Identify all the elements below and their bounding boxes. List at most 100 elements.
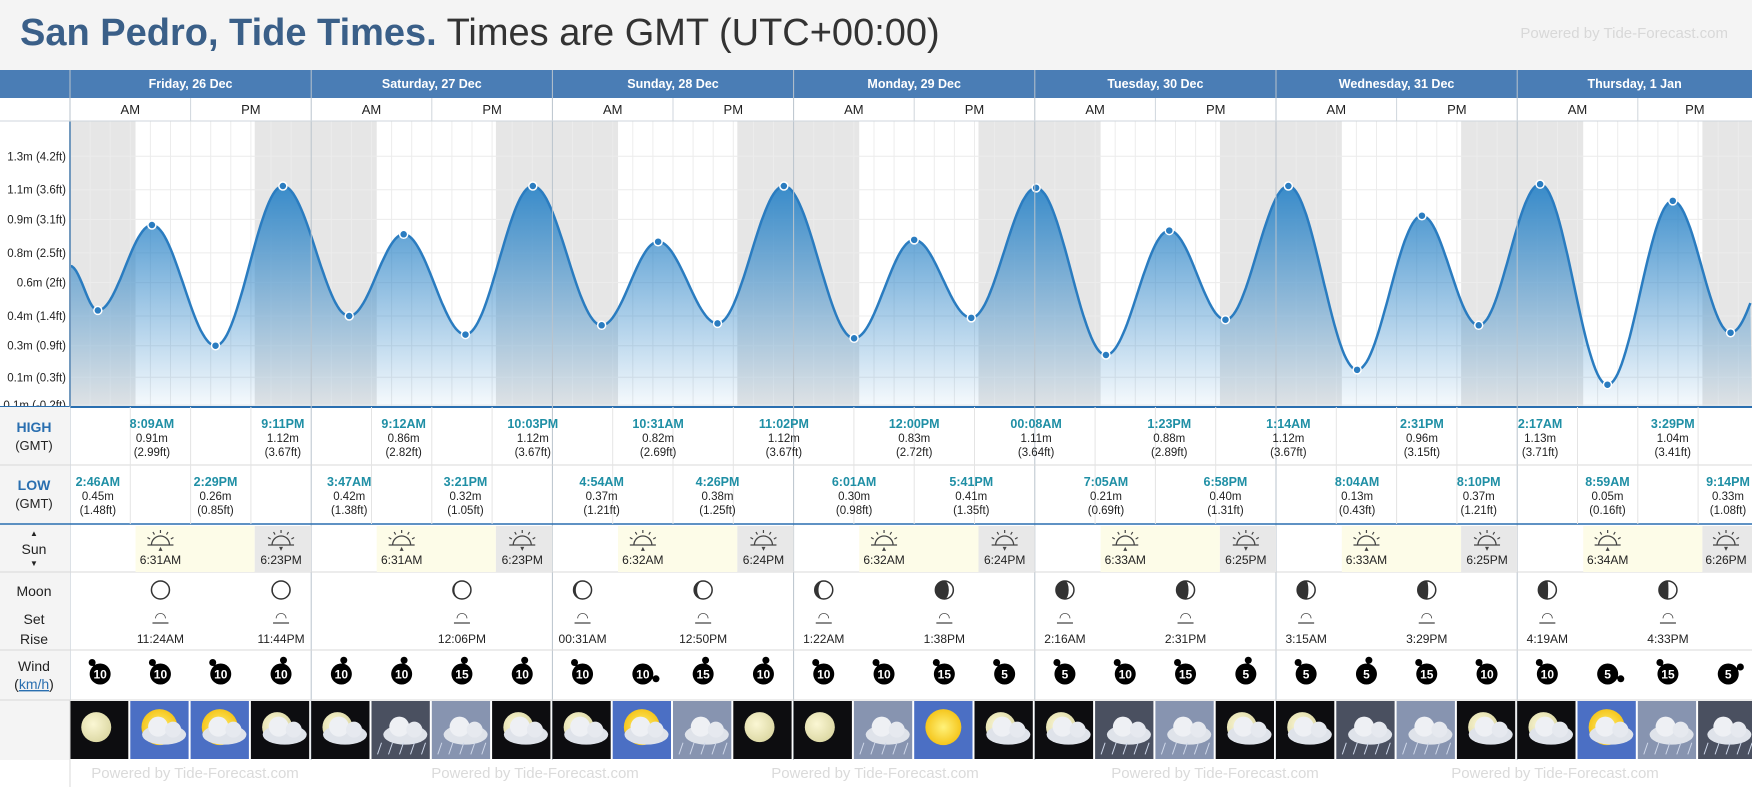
wind-indicator: 10 [209, 659, 232, 685]
wind-badge [1476, 663, 1498, 685]
low-tide-meters: 0.37m [1463, 491, 1495, 503]
am-label: AM [1568, 102, 1588, 117]
moonset-time: 11:24AM [137, 632, 184, 646]
wind-speed: 15 [1179, 668, 1193, 682]
low-tide-time: 8:59AM [1585, 475, 1629, 489]
low-tide-feet: (1.35ft) [953, 505, 990, 517]
sun-ray [527, 531, 531, 535]
weather-cloud-puff [1474, 716, 1495, 737]
tide-area [70, 184, 1752, 407]
moonset-time: 4:19AM [1527, 632, 1568, 646]
evening-band [1461, 526, 1518, 572]
high-tide-meters: 1.12m [267, 433, 299, 445]
high-tide-meters: 1.12m [768, 433, 800, 445]
tide-point [1283, 181, 1294, 191]
wind-indicator: 15 [932, 659, 955, 685]
sun-row: ▴6:31AM▾6:23PM▴6:31AM▾6:23PM▴6:32AM▾6:24… [135, 526, 1752, 572]
weather-rain-drop [859, 742, 865, 755]
wind-speed: 5 [1243, 668, 1250, 682]
wind-badge [752, 663, 774, 685]
low-tide-meters: 0.38m [702, 491, 734, 503]
wind-badge [511, 663, 533, 685]
clear-night-icon [70, 701, 129, 759]
high-tide-time: 3:29PM [1651, 417, 1695, 431]
low-tide-meters: 0.41m [955, 491, 987, 503]
wind-indicator: 10 [88, 659, 111, 685]
sun-ray [1232, 536, 1236, 540]
sun-direction-icon: ▾ [279, 544, 283, 553]
wind-indicator: 15 [1174, 659, 1197, 685]
sun-arc [1356, 535, 1377, 546]
partly-cloudy-night-icon [311, 701, 370, 759]
wind-indicator: 10 [872, 659, 895, 685]
weather-rain-drop [1725, 742, 1731, 755]
high-gmt-label: (GMT) [15, 438, 53, 453]
moon-label: Moon [16, 583, 51, 599]
wind-arrow-head [1113, 659, 1121, 667]
wind-unit-link[interactable]: km/h [19, 676, 49, 692]
weather-cloud-puff [587, 721, 604, 738]
wind-badge [1235, 663, 1257, 685]
wind-speed: 15 [696, 668, 710, 682]
sun-direction-icon: ▴ [641, 544, 645, 553]
wind-indicator: 10 [632, 663, 660, 685]
weather-cloud-puff [707, 721, 724, 738]
moon-shadow [935, 581, 949, 599]
wind-indicator: 10 [752, 656, 774, 685]
wind-badge [1597, 663, 1619, 685]
rain-day-icon [673, 701, 732, 759]
moonset-time: 11:44PM [257, 632, 304, 646]
weather-rain-drop [870, 742, 876, 755]
wind-badge [1175, 663, 1197, 685]
rain-day-icon [1396, 701, 1455, 759]
weather-rain-drop [711, 742, 717, 755]
wind-speed: 5 [1001, 668, 1008, 682]
weather-rain-drop [1703, 742, 1709, 755]
low-tide-feet: (0.16ft) [1589, 505, 1626, 517]
sun-ray [1111, 536, 1116, 540]
sun-direction-icon: ▴ [158, 544, 162, 553]
wind-indicator: 5 [1597, 663, 1625, 685]
low-tide-meters: 0.05m [1591, 491, 1623, 503]
weather-cloud-puff [690, 716, 711, 737]
sun-ray [147, 536, 151, 540]
low-tide-time: 5:41PM [949, 475, 993, 489]
tide-point [1473, 320, 1484, 331]
wind-speed: 5 [1062, 668, 1069, 682]
wind-badge [873, 663, 895, 685]
sunrise-icon: ▴ [147, 530, 174, 553]
wind-speed: 10 [817, 668, 831, 682]
sun-direction-icon: ▾ [1244, 544, 1248, 553]
rain-night-icon [1336, 701, 1395, 759]
tide-point [398, 229, 409, 240]
moon-phase-icon [814, 580, 834, 600]
wind-arrow-head [1244, 656, 1252, 664]
moon-phase-icon [271, 580, 291, 600]
wind-arrow-head [1617, 675, 1625, 683]
weather-moon [81, 712, 112, 743]
wind-arrow-head [400, 656, 408, 664]
sunset-time: 6:23PM [260, 553, 301, 567]
weather-cloud-puff [268, 716, 289, 737]
moonset-icon: ◠ [1179, 609, 1191, 625]
rain-day-icon [431, 701, 491, 759]
sun-arc [392, 535, 412, 546]
moonset-time: 3:15AM [1285, 632, 1326, 646]
weather-rain-drop [388, 742, 393, 755]
moonset-icon: ◠ [1300, 609, 1312, 625]
wind-speed: 10 [93, 668, 107, 682]
weather-cloud-puff [1009, 721, 1026, 738]
moon-shadow [573, 581, 583, 599]
wind-arrow-head [340, 656, 348, 664]
high-tide-time: 10:03PM [507, 417, 558, 431]
wind-arrow-head [932, 659, 940, 667]
weather-rain-drop [1122, 742, 1128, 755]
weather-rain-drop [410, 742, 415, 755]
powered-by-watermark: Powered by Tide-Forecast.com [1451, 765, 1659, 782]
weather-rain-drop [421, 742, 426, 755]
weather-cloud-puff [449, 716, 470, 737]
wind-indicator: 10 [330, 656, 352, 685]
moonset-icon: ◠ [1059, 609, 1071, 625]
low-tide-time: 6:01AM [832, 475, 876, 489]
high-tide-meters: 0.86m [388, 433, 420, 445]
